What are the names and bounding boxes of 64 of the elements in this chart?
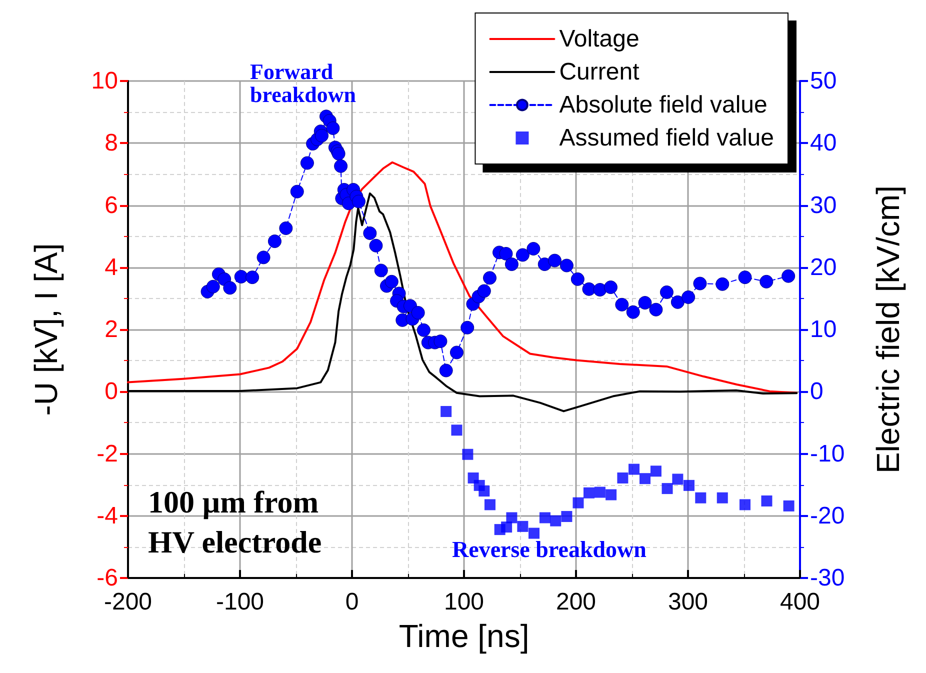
x-tick-label: 100 xyxy=(444,588,484,616)
point xyxy=(478,486,490,497)
x-axis-title: Time [ns] xyxy=(398,618,530,654)
y2-tick-label: 0 xyxy=(810,378,824,406)
y-axis-title: -U [kV], I [A] xyxy=(28,243,64,416)
x-tick-label: 400 xyxy=(780,588,820,616)
y2-tick-label: -10 xyxy=(810,440,845,468)
legend-label: Current xyxy=(559,58,640,86)
y2-axis-title: Electric field [kV/cm] xyxy=(870,185,906,474)
point xyxy=(606,489,617,500)
x-tick-label: -100 xyxy=(216,588,264,616)
y-tick-label: -6 xyxy=(96,564,118,592)
point xyxy=(672,474,684,485)
point xyxy=(517,520,528,532)
point xyxy=(583,487,594,498)
x-tick-label: 200 xyxy=(556,588,596,616)
point xyxy=(684,480,695,491)
point xyxy=(594,486,606,498)
y-tick-label: -2 xyxy=(96,440,118,468)
point xyxy=(628,464,640,475)
annotation: 100 µm from HV electrode xyxy=(148,484,326,560)
y2-tick-label: 20 xyxy=(810,254,837,281)
y2-tick-label: -20 xyxy=(810,502,845,530)
point xyxy=(662,483,673,494)
y2-tick-label: -30 xyxy=(810,564,845,592)
y-tick-label: 6 xyxy=(104,192,118,219)
y2-tick-label: 30 xyxy=(810,192,837,219)
point xyxy=(528,528,540,539)
y-tick-label: 2 xyxy=(104,316,118,343)
point xyxy=(451,424,462,436)
point xyxy=(783,500,794,512)
x-tick-label: 300 xyxy=(668,588,708,616)
x-tick-label: -200 xyxy=(104,588,152,616)
legend-label: Voltage xyxy=(559,26,640,52)
point xyxy=(650,466,662,477)
y-tick-label: 0 xyxy=(104,378,118,406)
point xyxy=(550,515,562,526)
y2-tick-label: 50 xyxy=(810,68,837,94)
y-tick-label: -4 xyxy=(96,502,118,530)
y-tick-label: 4 xyxy=(104,254,118,281)
annotation: Forward breakdown xyxy=(250,59,356,107)
point xyxy=(716,492,728,504)
legend-label: Absolute field value xyxy=(559,92,768,118)
point xyxy=(572,497,584,508)
y2-tick-label: 10 xyxy=(810,316,837,343)
point xyxy=(462,448,474,460)
point xyxy=(506,512,518,524)
y-tick-label: 10 xyxy=(91,68,118,94)
point xyxy=(440,406,452,418)
point xyxy=(501,522,512,533)
legend-label: Assumed field value xyxy=(559,124,774,152)
point xyxy=(639,473,650,484)
point xyxy=(539,512,550,524)
point xyxy=(695,492,706,504)
y-tick-label: 8 xyxy=(104,130,118,157)
point xyxy=(761,495,772,506)
y2-tick-label: 40 xyxy=(810,130,837,157)
x-tick-label: 0 xyxy=(345,588,359,616)
line-series xyxy=(127,161,798,394)
point xyxy=(617,472,628,484)
point xyxy=(740,499,751,510)
point xyxy=(561,510,572,522)
annotation: Reverse breakdown xyxy=(452,537,647,562)
point xyxy=(484,499,496,510)
